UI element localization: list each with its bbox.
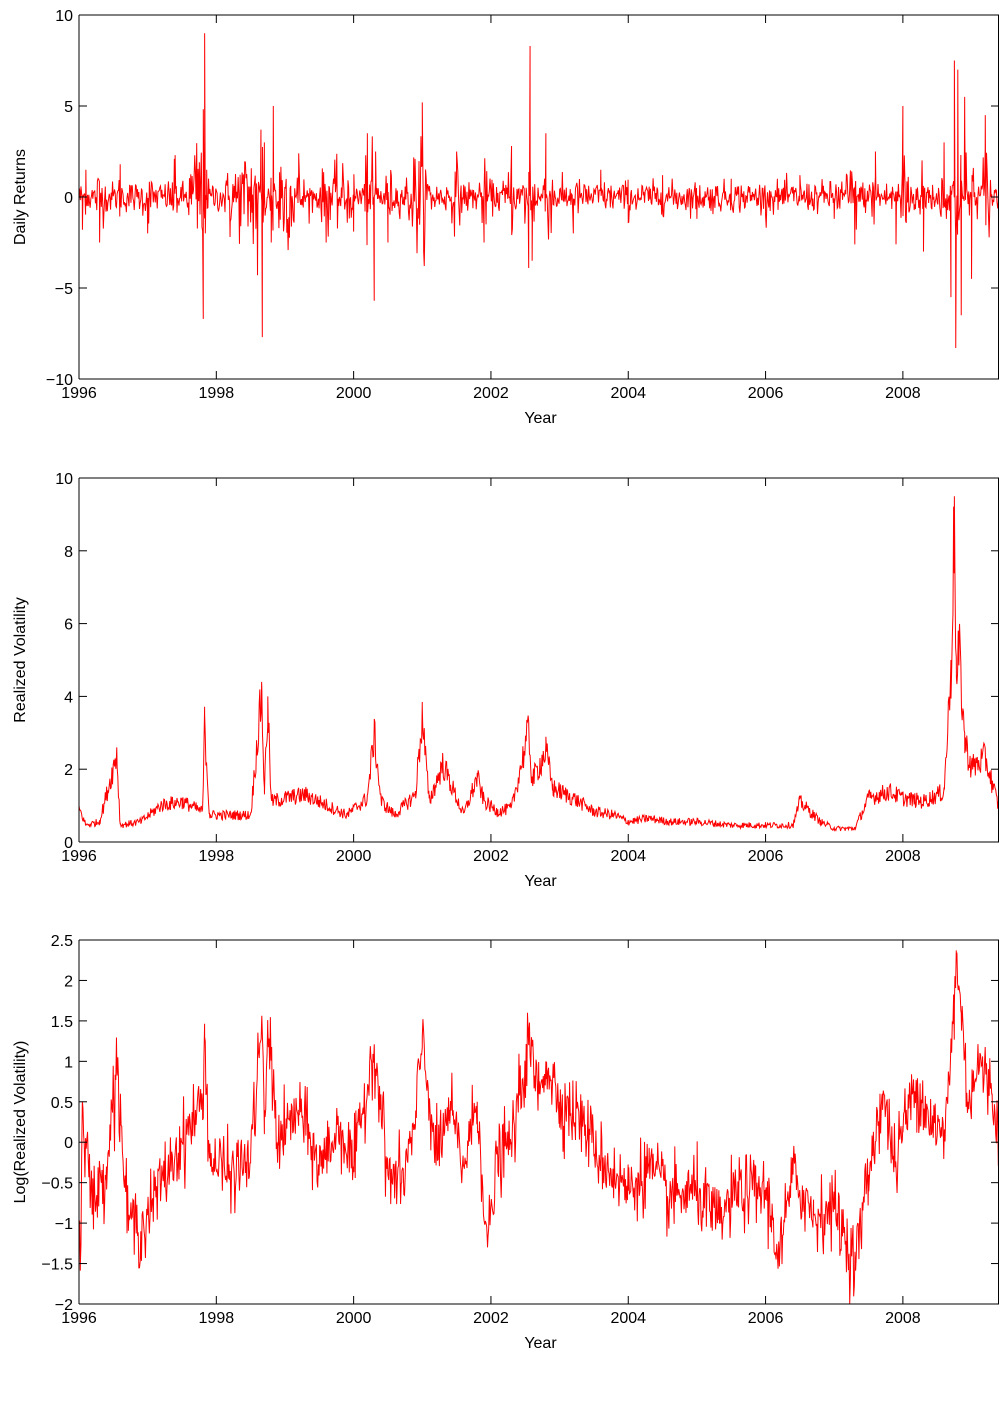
x-tick-label: 2004 <box>610 848 646 865</box>
y-tick-label: 10 <box>55 471 73 488</box>
y-tick-label: 5 <box>64 99 73 116</box>
y-tick-label: −1.5 <box>41 1257 73 1274</box>
x-tick-label: 1998 <box>199 848 235 865</box>
series-line <box>79 950 999 1304</box>
x-tick-label: 1996 <box>61 848 97 865</box>
x-tick-label: 1998 <box>199 385 235 402</box>
x-tick-label: 2006 <box>748 848 784 865</box>
x-tick-label: 1996 <box>61 1310 97 1327</box>
y-tick-label: 1.5 <box>51 1014 73 1031</box>
chart-panel-1: 1996 1998 2000 2002 2004 2006 2008 10 5 0 −5 −10 Yea… <box>12 8 999 427</box>
x-tick-label: 1996 <box>61 385 97 402</box>
x-tick-label: 2002 <box>473 1310 509 1327</box>
chart-panel-2: 1996 1998 2000 2002 2004 2006 2008 10 8 6 4 2 0 Year R… <box>12 471 999 890</box>
y-tick-label: 10 <box>55 8 73 25</box>
x-axis-label: Year <box>524 1335 557 1352</box>
y-tick-label: −2 <box>55 1297 73 1314</box>
y-tick-label: 0 <box>64 835 73 852</box>
y-axis-label: Daily Returns <box>12 149 29 245</box>
x-tick-label: 2002 <box>473 385 509 402</box>
y-axis-label: Log(Realized Volatility) <box>12 1041 29 1204</box>
x-axis-label: Year <box>524 873 557 890</box>
y-tick-label: 1 <box>64 1054 73 1071</box>
y-tick-label: 4 <box>64 689 73 706</box>
x-tick-label: 2000 <box>336 1310 372 1327</box>
y-tick-label: 0.5 <box>51 1095 73 1112</box>
x-tick-label: 2008 <box>885 385 921 402</box>
y-tick-label: −5 <box>55 281 73 298</box>
x-tick-label: 2008 <box>885 1310 921 1327</box>
x-tick-label: 2002 <box>473 848 509 865</box>
x-tick-label: 2006 <box>748 1310 784 1327</box>
y-tick-label: −1 <box>55 1216 73 1233</box>
x-tick-label: 2008 <box>885 848 921 865</box>
y-axis-label: Realized Volatility <box>12 597 29 722</box>
x-tick-label: 2000 <box>336 385 372 402</box>
y-tick-label: 2 <box>64 973 73 990</box>
x-tick-label: 2004 <box>610 385 646 402</box>
y-tick-label: 2 <box>64 762 73 779</box>
y-tick-label: 8 <box>64 544 73 561</box>
y-tick-label: 6 <box>64 617 73 634</box>
x-tick-label: 1998 <box>199 1310 235 1327</box>
x-tick-label: 2004 <box>610 1310 646 1327</box>
chart-panel-3: 1996 1998 2000 2002 2004 2006 2008 2.5 2 1.5 1 0.5 0… <box>12 933 999 1352</box>
y-tick-label: −10 <box>46 372 73 389</box>
series-line <box>79 496 999 832</box>
y-tick-label: 0 <box>64 190 73 207</box>
y-tick-label: 2.5 <box>51 933 73 950</box>
x-tick-label: 2000 <box>336 848 372 865</box>
series-line <box>79 33 999 349</box>
x-axis-label: Year <box>524 410 557 427</box>
y-tick-label: 0 <box>64 1135 73 1152</box>
x-tick-label: 2006 <box>748 385 784 402</box>
y-tick-label: −0.5 <box>41 1176 73 1193</box>
